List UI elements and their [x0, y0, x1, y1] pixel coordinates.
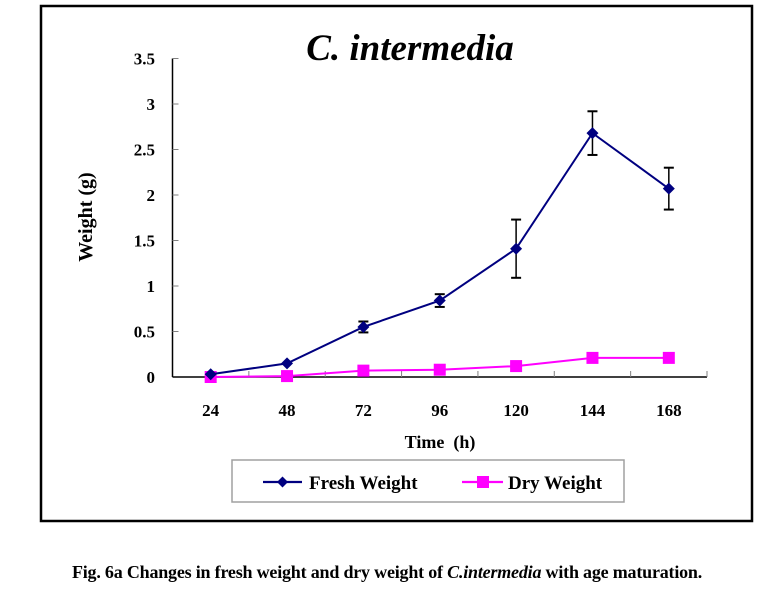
- data-point-square: [510, 360, 523, 373]
- x-tick-label: 48: [279, 401, 296, 420]
- series-fresh-weight: [204, 110, 675, 381]
- data-point-diamond: [586, 127, 599, 140]
- x-tick-label: 24: [202, 401, 220, 420]
- x-tick-label: 144: [580, 401, 606, 420]
- y-tick-label: 2.5: [134, 141, 155, 160]
- x-tick-labels: 24 48 72 96 120 144 168: [202, 401, 681, 420]
- legend-fresh-marker: [277, 476, 288, 488]
- data-point-diamond: [662, 182, 675, 195]
- caption-prefix: Fig. 6a Changes in fresh weight and dry …: [71, 562, 448, 582]
- data-point-diamond: [433, 294, 446, 307]
- x-tick-label: 72: [355, 401, 372, 420]
- data-point-diamond: [357, 320, 370, 333]
- data-point-square: [433, 363, 446, 376]
- y-tick-label: 1.5: [134, 232, 155, 251]
- y-tick-label: 2: [147, 186, 156, 205]
- legend-dry-label: Dry Weight: [508, 473, 603, 494]
- y-tick-labels: 0 0.5 1 1.5 2 2.5 3 3.5: [134, 50, 155, 388]
- chart-title: C. intermedia: [306, 28, 514, 69]
- series-layer: [204, 110, 675, 383]
- y-tick-label: 3: [147, 95, 156, 114]
- data-point-diamond: [204, 368, 217, 381]
- y-tick-label: 0.5: [134, 323, 155, 342]
- data-point-diamond: [510, 242, 523, 255]
- series-dry-weight: [204, 351, 675, 383]
- figure-caption: Fig. 6a Changes in fresh weight and dry …: [0, 562, 774, 583]
- y-axis-label: Weight (g): [75, 172, 97, 261]
- x-tick-label: 120: [503, 401, 529, 420]
- data-point-square: [357, 364, 370, 377]
- x-tick-label: 96: [431, 401, 448, 420]
- data-point-diamond: [281, 357, 294, 370]
- legend: Fresh Weight Dry Weight: [231, 459, 625, 503]
- x-tick-label: 168: [656, 401, 682, 420]
- legend-dry-marker: [477, 476, 489, 488]
- y-tick-label: 1: [147, 277, 156, 296]
- y-tick-label: 0: [147, 368, 156, 387]
- y-tick-label: 3.5: [134, 50, 155, 69]
- data-point-square: [281, 370, 294, 383]
- data-point-square: [586, 351, 599, 364]
- legend-fresh-label: Fresh Weight: [309, 473, 418, 494]
- x-axis-label: Time (h): [405, 432, 476, 453]
- caption-species: C.intermedia: [447, 562, 542, 582]
- data-point-square: [662, 351, 675, 364]
- chart-frame: [39, 4, 754, 523]
- caption-suffix: with age maturation.: [541, 562, 703, 582]
